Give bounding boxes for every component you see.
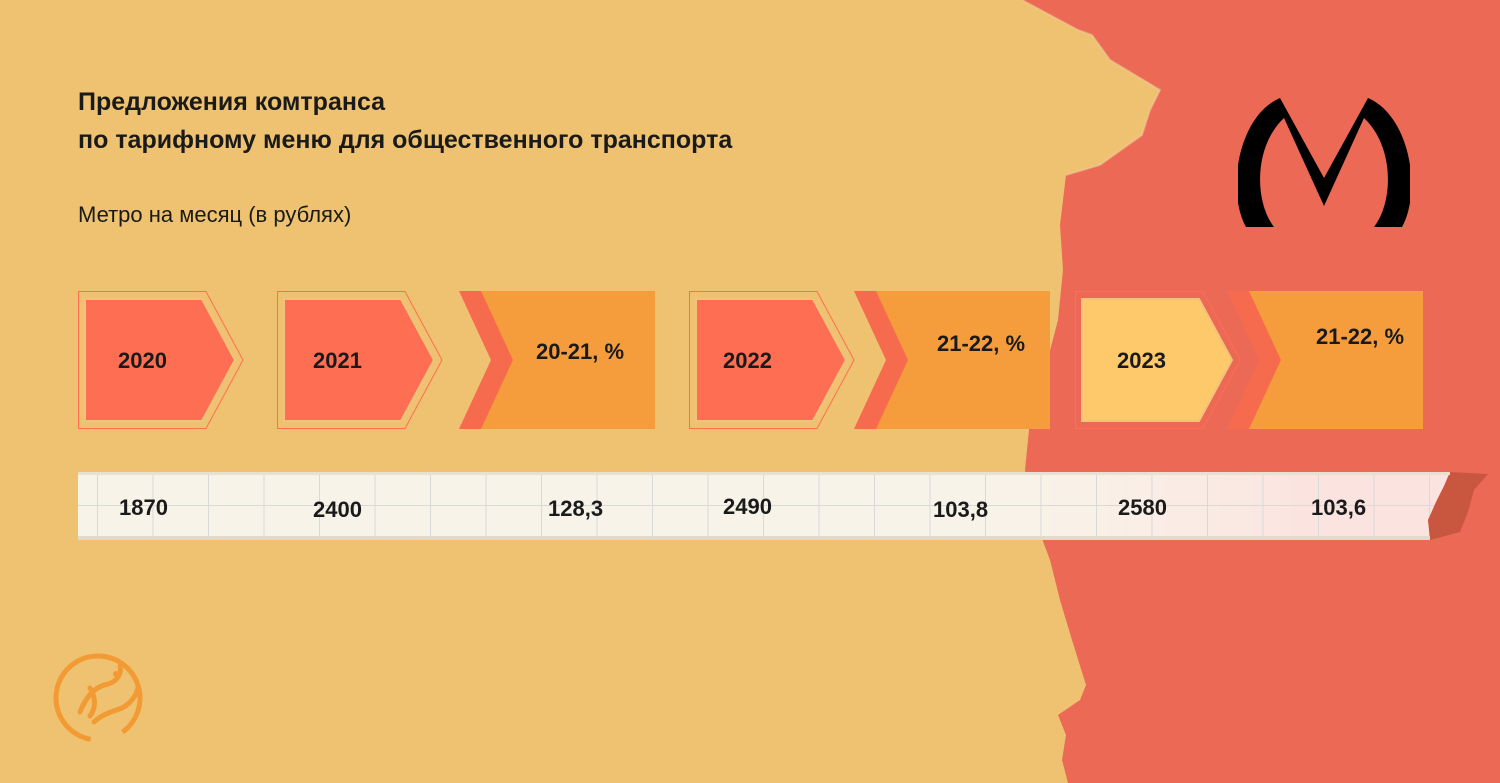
- title-line-2: по тарифному меню для общественного тран…: [78, 126, 733, 154]
- value-2021: 2400: [313, 497, 362, 522]
- value-2022: 2490: [723, 494, 772, 519]
- change-label-21-22: 21-22, %: [926, 327, 1036, 360]
- title-line-1: Предложения комтранса: [78, 88, 386, 116]
- change-label-20-21: 20-21, %: [525, 335, 635, 368]
- year-label-2023: 2023: [1117, 348, 1166, 373]
- page-subtitle: Метро на месяц (в рублях): [78, 202, 352, 227]
- change-header-21-22-b: 21-22, %: [1315, 324, 1405, 349]
- change-header-20-21: 20-21, %: [535, 339, 625, 364]
- year-chevron-2022: 2022: [689, 291, 855, 429]
- change-header-21-22: 21-22, %: [936, 331, 1026, 356]
- metro-logo-icon: [1238, 98, 1410, 227]
- value-2020: 1870: [119, 495, 168, 520]
- torn-edge-highlight: [1021, 0, 1162, 176]
- page-title: Предложения комтранса по тарифному меню …: [78, 83, 732, 159]
- values-strip: [78, 472, 1488, 540]
- value-2023: 2580: [1118, 495, 1167, 520]
- change-chevron-21-22-b: 21-22, %: [1227, 291, 1423, 429]
- year-chevron-2020: 2020: [78, 291, 244, 429]
- change-chevron-20-21: 20-21, %: [459, 291, 655, 429]
- value-change-21-22: 103,8: [933, 497, 989, 522]
- year-chevron-2023: 2023: [1075, 291, 1241, 429]
- change-chevron-21-22: 21-22, %: [854, 291, 1050, 429]
- change-label-21-22-b: 21-22, %: [1305, 320, 1415, 353]
- year-label-2021: 2021: [313, 348, 362, 373]
- value-change-20-21: 128,3: [548, 496, 604, 521]
- year-label-2020: 2020: [118, 348, 167, 373]
- bird-logo-icon: [53, 653, 143, 743]
- value-change-21-22-b: 103,6: [1311, 495, 1367, 520]
- year-label-2022: 2022: [723, 348, 772, 373]
- year-chevron-2021: 2021: [277, 291, 443, 429]
